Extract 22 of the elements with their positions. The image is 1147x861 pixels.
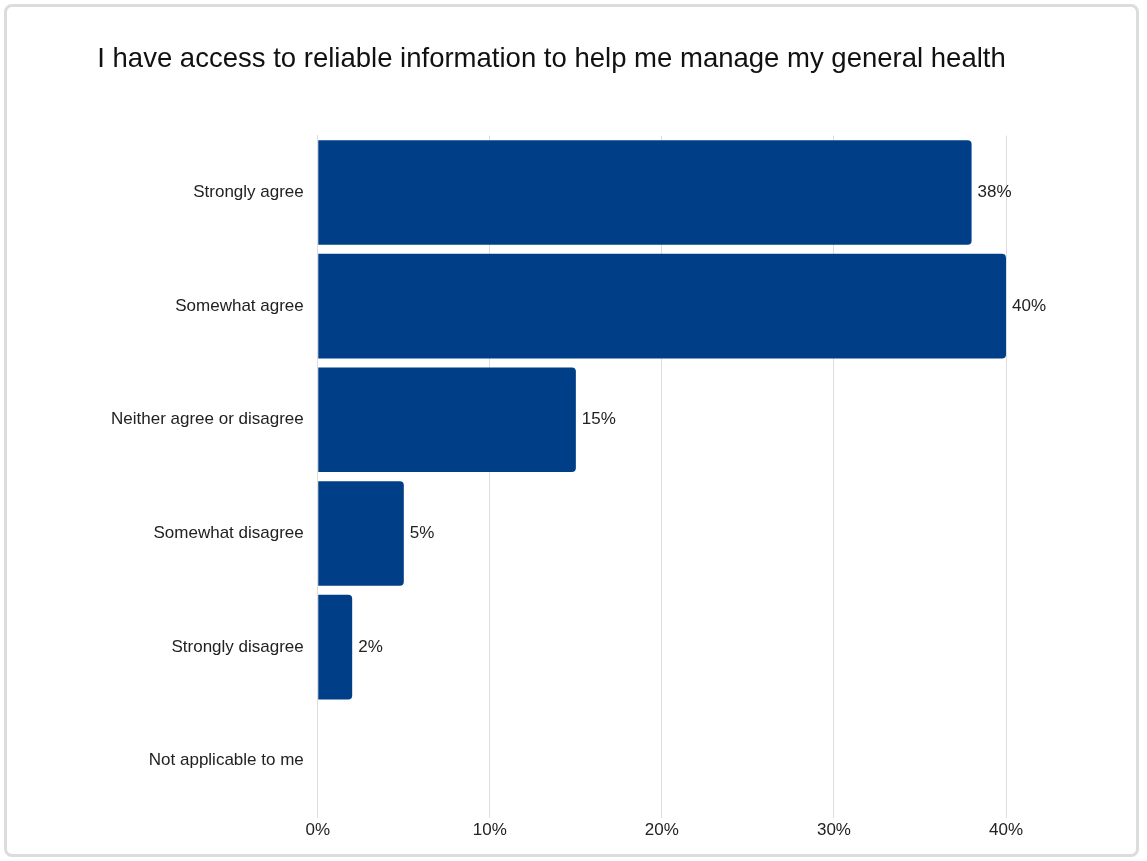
- y-tick-label: Strongly disagree: [171, 636, 304, 656]
- y-tick-label: Strongly agree: [193, 182, 304, 202]
- bar: [318, 253, 1006, 359]
- chart-title: I have access to reliable information to help me manage my general health: [97, 41, 1006, 73]
- data-label: 5%: [409, 523, 435, 543]
- data-label: 38%: [977, 182, 1012, 202]
- x-tick-label: 0%: [305, 820, 331, 840]
- data-label: 40%: [1012, 295, 1047, 315]
- y-tick-label: Not applicable to me: [148, 750, 304, 770]
- x-tick-label: 20%: [644, 820, 679, 840]
- bar: [318, 140, 972, 245]
- bar: [318, 594, 353, 700]
- bar: [318, 367, 576, 473]
- y-tick-label: Somewhat agree: [175, 295, 304, 315]
- x-tick-label: 10%: [472, 820, 507, 840]
- x-tick-label: 40%: [988, 820, 1024, 840]
- data-label: 2%: [358, 636, 383, 656]
- y-tick-label: Neither agree or disagree: [111, 409, 304, 429]
- bar: [318, 481, 404, 586]
- y-tick-label: Somewhat disagree: [153, 523, 304, 543]
- x-tick-label: 30%: [816, 820, 851, 840]
- data-label: 15%: [581, 409, 616, 429]
